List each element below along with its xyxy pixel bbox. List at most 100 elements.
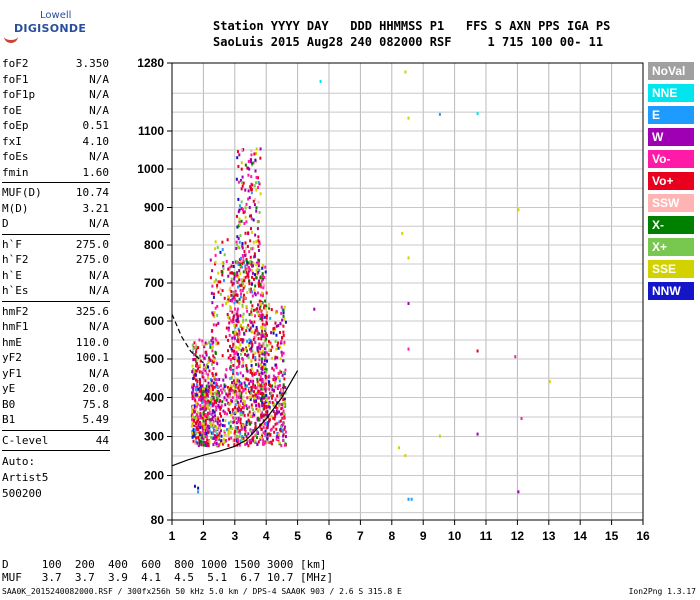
echo-point: [207, 376, 210, 380]
y-tick-label: 300: [144, 430, 164, 444]
echo-point: [265, 314, 268, 318]
echo-point: [203, 431, 206, 435]
echo-point: [218, 424, 221, 428]
echo-point: [195, 345, 198, 349]
echo-point: [199, 433, 202, 437]
echo-point: [236, 314, 239, 318]
param-value: N/A: [89, 72, 109, 86]
echo-point: [245, 377, 248, 381]
echo-point: [202, 412, 205, 416]
echo-point: [215, 392, 218, 396]
echo-point: [242, 270, 245, 274]
echo-point: [240, 348, 243, 352]
echo-point: [250, 403, 253, 407]
echo-point: [229, 344, 232, 348]
echo-point: [234, 389, 237, 393]
x-tick-label: 10: [448, 529, 462, 543]
echo-point: [256, 348, 259, 352]
echo-point: [215, 360, 218, 364]
echo-point: [241, 244, 244, 248]
echo-point: [245, 329, 248, 333]
echo-point: [227, 432, 230, 436]
echo-point: [240, 207, 243, 211]
echo-point: [237, 420, 240, 424]
echo-point: [223, 253, 226, 257]
echo-point: [282, 324, 285, 328]
echo-point: [255, 276, 258, 280]
echo-point: [209, 408, 212, 412]
echo-point: [239, 417, 242, 421]
echo-point: [231, 283, 234, 287]
echo-point: [225, 368, 228, 372]
param-value: 0.51: [82, 119, 110, 132]
echo-point: [229, 365, 232, 369]
echo-point: [249, 422, 252, 426]
echo-point: [218, 394, 221, 398]
echo-point: [235, 416, 238, 420]
echo-point: [248, 250, 251, 254]
echo-point: [257, 389, 260, 393]
echo-point: [252, 428, 255, 432]
echo-point: [234, 412, 237, 416]
echo-point: [203, 345, 206, 349]
echo-point: [191, 431, 194, 435]
echo-point: [207, 381, 210, 385]
echo-point: [282, 385, 285, 389]
echo-point: [227, 407, 230, 411]
echo-point: [232, 264, 235, 268]
echo-point: [215, 278, 218, 282]
echo-point: [204, 413, 207, 417]
x-tick-label: 7: [357, 529, 364, 543]
echo-point: [274, 363, 277, 367]
echo-point: [191, 435, 194, 439]
echo-point: [229, 358, 232, 362]
echo-point: [231, 399, 234, 403]
echo-point: [204, 419, 207, 423]
echo-point: [259, 147, 262, 151]
echo-point: [206, 427, 209, 431]
echo-point: [241, 241, 244, 245]
echo-point: [193, 376, 196, 380]
echo-point: [229, 384, 232, 388]
echo-point: [228, 377, 231, 381]
echo-point: [242, 148, 245, 152]
echo-point: [227, 315, 230, 319]
echo-point: [257, 362, 260, 366]
echo-point: [209, 276, 212, 280]
echo-point: [246, 339, 249, 343]
echo-point: [233, 392, 236, 396]
echo-point: [218, 426, 221, 430]
echo-point: [249, 287, 252, 291]
echo-point: [227, 338, 230, 342]
echo-point: [247, 166, 250, 170]
echo-point: [266, 310, 269, 314]
echo-point: [257, 310, 260, 314]
echo-point: [258, 417, 261, 421]
echo-point: [218, 443, 221, 447]
echo-point: [255, 404, 258, 408]
echo-point: [284, 430, 287, 434]
echo-point: [254, 424, 257, 428]
echo-point: [199, 407, 202, 411]
echo-point: [262, 334, 265, 338]
echo-point: [223, 383, 226, 387]
echo-point: [245, 259, 248, 263]
echo-point: [241, 411, 244, 415]
echo-point: [255, 395, 258, 399]
echo-point: [275, 405, 278, 409]
echo-point: [245, 384, 248, 388]
echo-point: [200, 412, 203, 416]
echo-point: [228, 386, 231, 390]
param-name: fxI: [2, 134, 22, 148]
echo-point: [219, 292, 222, 296]
echo-point: [258, 332, 261, 336]
echo-point: [197, 346, 200, 350]
echo-point: [191, 394, 194, 398]
echo-point: [239, 431, 242, 435]
echo-point: [265, 382, 268, 386]
echo-point: [228, 395, 231, 399]
echo-point: [235, 246, 238, 250]
echo-point: [266, 425, 269, 429]
echo-point: [191, 415, 194, 419]
echo-point: [205, 415, 208, 419]
